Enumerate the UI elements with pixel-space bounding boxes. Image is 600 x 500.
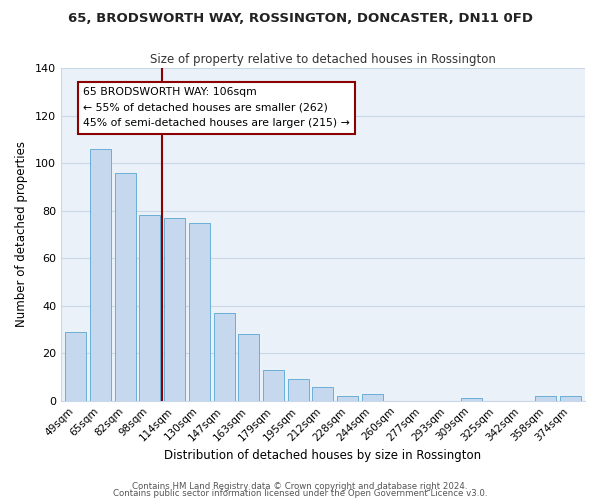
Text: 65 BRODSWORTH WAY: 106sqm
← 55% of detached houses are smaller (262)
45% of semi: 65 BRODSWORTH WAY: 106sqm ← 55% of detac… — [83, 87, 350, 128]
Text: Contains public sector information licensed under the Open Government Licence v3: Contains public sector information licen… — [113, 489, 487, 498]
Bar — [189, 222, 210, 401]
Y-axis label: Number of detached properties: Number of detached properties — [15, 142, 28, 328]
Bar — [288, 380, 309, 401]
Bar — [337, 396, 358, 401]
X-axis label: Distribution of detached houses by size in Rossington: Distribution of detached houses by size … — [164, 450, 482, 462]
Bar — [263, 370, 284, 401]
Title: Size of property relative to detached houses in Rossington: Size of property relative to detached ho… — [150, 52, 496, 66]
Text: 65, BRODSWORTH WAY, ROSSINGTON, DONCASTER, DN11 0FD: 65, BRODSWORTH WAY, ROSSINGTON, DONCASTE… — [67, 12, 533, 26]
Bar — [535, 396, 556, 401]
Bar — [115, 172, 136, 401]
Text: Contains HM Land Registry data © Crown copyright and database right 2024.: Contains HM Land Registry data © Crown c… — [132, 482, 468, 491]
Bar — [362, 394, 383, 401]
Bar — [139, 216, 160, 401]
Bar — [560, 396, 581, 401]
Bar — [214, 313, 235, 401]
Bar — [164, 218, 185, 401]
Bar — [461, 398, 482, 401]
Bar — [313, 386, 334, 401]
Bar — [238, 334, 259, 401]
Bar — [65, 332, 86, 401]
Bar — [90, 149, 111, 401]
